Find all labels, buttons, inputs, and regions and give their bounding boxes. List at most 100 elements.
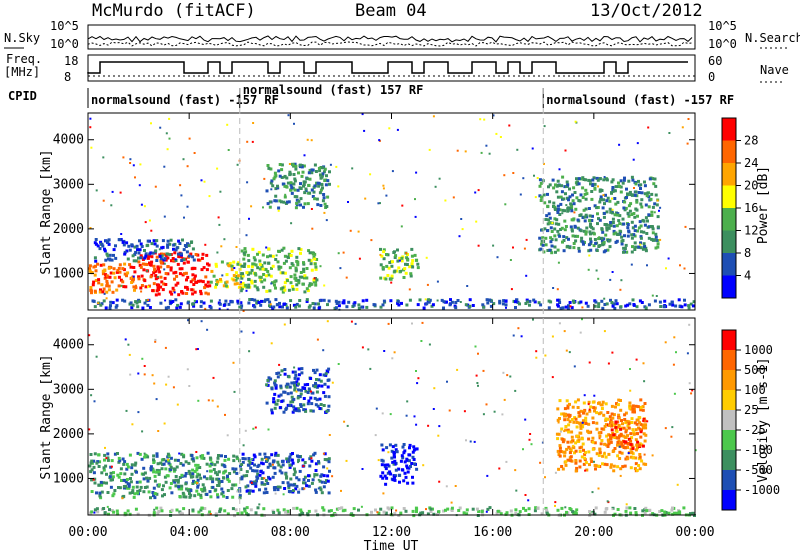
heatmap-cell	[312, 306, 316, 310]
heatmap-cell	[135, 284, 137, 287]
heatmap-cell	[179, 302, 183, 306]
heatmap-cell	[554, 504, 556, 507]
heatmap-cell	[573, 224, 577, 228]
heatmap-cell	[234, 508, 238, 512]
heatmap-cell	[152, 459, 156, 463]
heatmap-cell	[415, 467, 419, 471]
heatmap-cell	[243, 253, 247, 257]
heatmap-cell	[288, 455, 292, 459]
heatmap-cell	[442, 300, 446, 304]
velocity-range-tick-label: 1000	[53, 471, 84, 486]
heatmap-cell	[575, 182, 579, 186]
heatmap-cell	[382, 299, 386, 303]
heatmap-cell	[303, 487, 306, 490]
heatmap-cell	[140, 290, 143, 293]
heatmap-cell	[556, 437, 560, 441]
heatmap-cell	[581, 216, 585, 219]
heatmap-cell	[599, 404, 602, 407]
heatmap-cell	[108, 508, 111, 512]
heatmap-cell	[290, 458, 294, 462]
freq-panel	[87, 54, 696, 82]
heatmap-cell	[584, 301, 588, 305]
heatmap-cell	[591, 227, 595, 231]
heatmap-cell	[331, 475, 334, 478]
heatmap-cell	[605, 302, 609, 306]
heatmap-cell	[567, 198, 570, 202]
heatmap-cell	[422, 464, 425, 467]
heatmap-cell	[659, 305, 663, 308]
heatmap-cell	[548, 221, 552, 225]
heatmap-cell	[130, 463, 134, 467]
heatmap-cell	[277, 267, 281, 271]
heatmap-cell	[244, 283, 248, 287]
heatmap-cell	[258, 259, 262, 263]
heatmap-cell	[148, 306, 152, 309]
heatmap-cell	[590, 512, 594, 516]
heatmap-cell	[609, 298, 612, 302]
heatmap-cell	[307, 474, 310, 478]
heatmap-cell	[410, 462, 414, 465]
heatmap-cell	[604, 193, 607, 197]
heatmap-cell	[361, 346, 364, 349]
heatmap-cell	[207, 512, 211, 516]
cpid-segment-label: normalsound (fast) -157 RF	[546, 93, 734, 107]
heatmap-cell	[101, 290, 105, 294]
heatmap-cell	[310, 208, 313, 210]
heatmap-cell	[326, 474, 330, 478]
heatmap-cell	[588, 254, 591, 257]
heatmap-cell	[267, 261, 271, 265]
heatmap-cell	[597, 217, 600, 221]
heatmap-cell	[256, 252, 259, 256]
heatmap-cell	[635, 443, 639, 447]
heatmap-cell	[247, 283, 251, 287]
heatmap-cell	[585, 412, 589, 416]
heatmap-cell	[160, 280, 164, 284]
heatmap-cell	[545, 510, 549, 514]
heatmap-cell	[300, 388, 303, 392]
heatmap-cell	[293, 386, 297, 389]
heatmap-cell	[556, 211, 560, 214]
heatmap-cell	[265, 456, 269, 460]
heatmap-cell	[634, 456, 638, 460]
heatmap-cell	[326, 370, 330, 374]
heatmap-cell	[619, 230, 623, 234]
heatmap-cell	[593, 238, 597, 241]
heatmap-cell	[209, 513, 212, 515]
heatmap-cell	[498, 301, 502, 305]
heatmap-cell	[306, 138, 309, 141]
heatmap-cell	[613, 447, 617, 450]
heatmap-cell	[295, 302, 299, 306]
heatmap-cell	[255, 479, 258, 483]
heatmap-cell	[187, 254, 191, 258]
heatmap-cell	[263, 482, 267, 486]
heatmap-cell	[558, 322, 561, 325]
heatmap-cell	[553, 227, 557, 231]
heatmap-cell	[272, 486, 276, 490]
heatmap-cell	[577, 249, 581, 253]
heatmap-cell	[293, 388, 297, 392]
heatmap-cell	[90, 468, 94, 472]
heatmap-cell	[161, 245, 165, 249]
heatmap-cell	[555, 432, 559, 436]
heatmap-cell	[173, 291, 176, 294]
heatmap-cell	[678, 305, 682, 308]
heatmap-cell	[558, 234, 562, 238]
heatmap-cell	[624, 509, 628, 513]
heatmap-cell	[322, 349, 325, 352]
heatmap-cell	[398, 259, 401, 262]
heatmap-cell	[566, 428, 570, 432]
heatmap-cell	[178, 305, 181, 308]
heatmap-cell	[378, 139, 381, 142]
heatmap-cell	[266, 164, 270, 167]
heatmap-cell	[600, 427, 604, 431]
heatmap-cell	[603, 330, 606, 333]
heatmap-cell	[660, 509, 664, 513]
heatmap-cell	[326, 385, 330, 389]
heatmap-cell	[365, 305, 369, 309]
heatmap-cell	[550, 251, 554, 255]
heatmap-cell	[303, 387, 307, 390]
heatmap-cell	[231, 495, 235, 499]
heatmap-cell	[599, 442, 603, 446]
heatmap-cell	[291, 163, 295, 167]
heatmap-cell	[274, 453, 277, 457]
